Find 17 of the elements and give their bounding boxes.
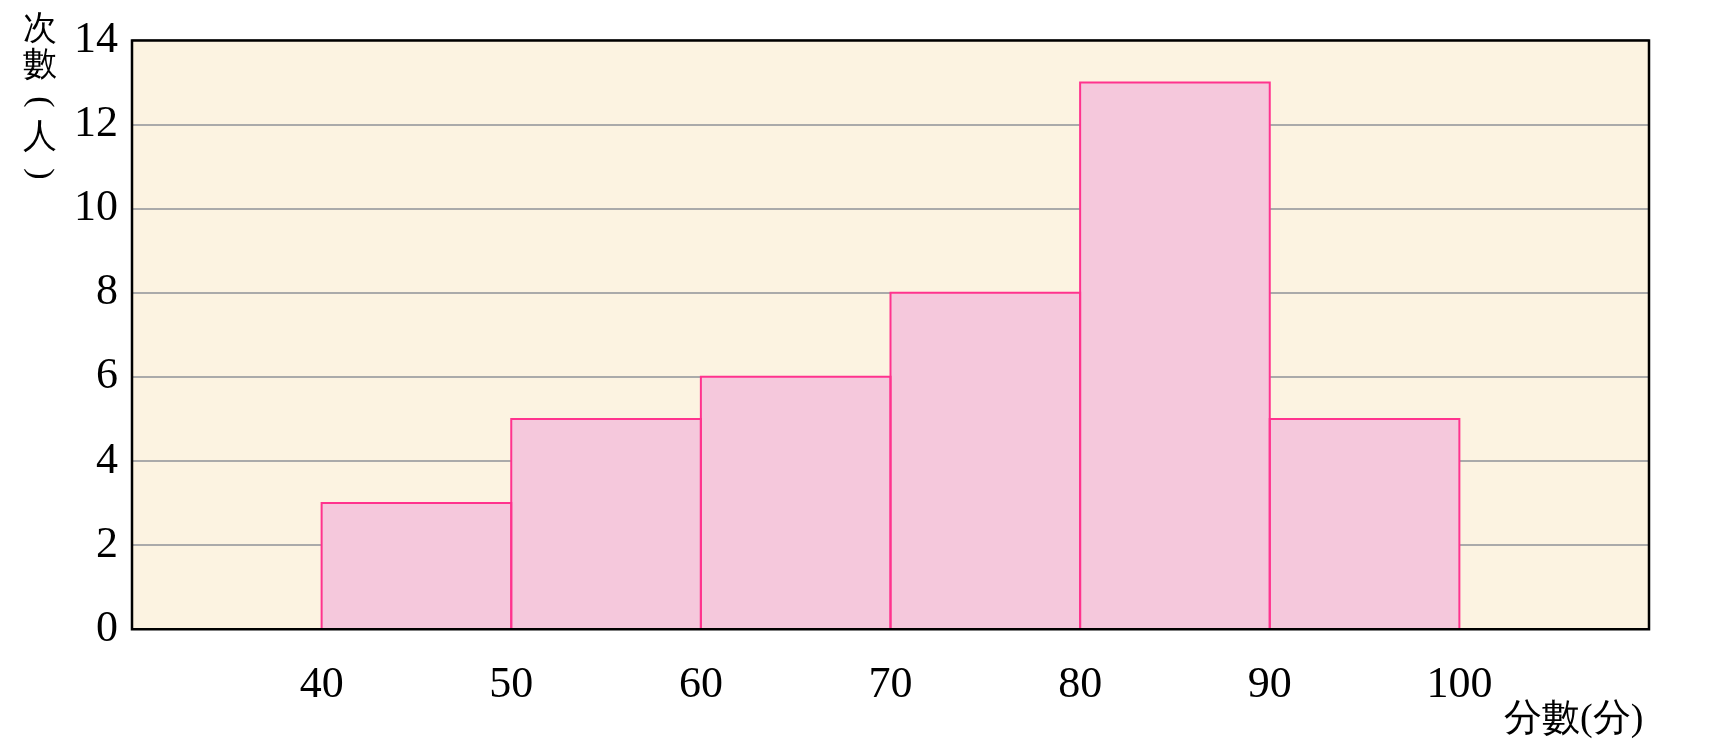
x-tick-label: 100 [1426, 658, 1493, 708]
x-tick-label: 80 [1058, 658, 1103, 708]
x-tick-label: 90 [1247, 658, 1292, 708]
y-tick-label: 0 [96, 601, 118, 651]
y-axis-title: 次數(人) [23, 8, 62, 180]
x-axis-title: 分數(分) [1504, 695, 1644, 739]
y-tick-label: 4 [96, 433, 118, 483]
x-tick-label: 60 [678, 658, 723, 708]
x-tick-label: 40 [299, 658, 344, 708]
y-tick-label: 10 [74, 181, 118, 231]
x-tick-label: 50 [489, 658, 534, 708]
y-tick-label: 8 [96, 265, 118, 315]
y-tick-label: 14 [74, 12, 118, 62]
x-tick-label: 70 [868, 658, 913, 708]
y-tick-label: 6 [96, 349, 118, 399]
y-tick-label: 2 [96, 517, 118, 567]
y-tick-label: 12 [74, 97, 118, 147]
